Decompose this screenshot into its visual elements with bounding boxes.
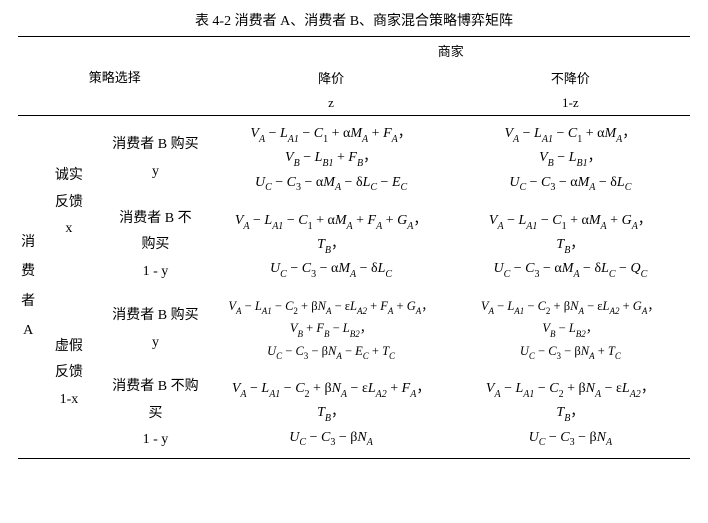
fake-0: 虚假: [38, 334, 99, 361]
cell-00: VA − LA1 − C1 + αMA + FA， VB − LB1 + FB，…: [211, 116, 450, 202]
header-z: z: [211, 91, 450, 116]
header-merchant: 商家: [211, 37, 690, 65]
honest-1: 反馈: [38, 190, 99, 217]
row-fake-buy: 虚假 反馈 1-x 消费者 B 购买 y VA − LA1 − C2 + βNA…: [18, 290, 690, 370]
cell-20: VA − LA1 − C2 + βNA − εLA2 + FA + GA， VB…: [211, 290, 450, 370]
cell-11: VA − LA1 − C1 + αMA + GA， TB， UC − C3 − …: [451, 202, 690, 290]
nb2b: 买: [101, 401, 209, 428]
table-caption: 表 4-2 消费者 A、消费者 B、商家混合策略博弈矩阵: [18, 10, 690, 30]
bbuy-y: y: [101, 159, 209, 186]
strat-fake: 虚假 反馈 1-x: [38, 290, 99, 459]
cell-10: VA − LA1 − C1 + αMA + FA + GA， TB， UC − …: [211, 202, 450, 290]
consumer-a-vert: 消 费 者 A: [18, 116, 38, 459]
fake-1x: 1-x: [38, 387, 99, 414]
row-fake-nobuy: 消费者 B 不购 买 1 - y VA − LA1 − C2 + βNA − ε…: [18, 370, 690, 458]
header-cut: 降价: [211, 64, 450, 91]
nb2a: 消费者 B 不购: [101, 374, 209, 401]
vA1: 费: [21, 257, 35, 286]
honest-x: x: [38, 216, 99, 243]
nb1a: 消费者 B 不: [101, 206, 209, 233]
header-row-1: 策略选择 商家: [18, 37, 690, 65]
bbuy2-l: 消费者 B 购买: [101, 303, 209, 330]
header-nocut: 不降价: [451, 64, 690, 91]
table-container: { "title": "表 4-2 消费者 A、消费者 B、商家混合策略博弈矩阵…: [0, 0, 708, 473]
vA2: 者: [21, 287, 35, 316]
nb2y: 1 - y: [101, 427, 209, 454]
header-1z: 1-z: [451, 91, 690, 116]
payoff-matrix-table: 策略选择 商家 降价 不降价 z 1-z 消 费 者 A 诚实 反馈 x 消费者…: [18, 36, 690, 459]
bbuy2-y: y: [101, 330, 209, 357]
cell-01: VA − LA1 − C1 + αMA， VB − LB1， UC − C3 −…: [451, 116, 690, 202]
b-buy-2: 消费者 B 购买 y: [99, 290, 211, 370]
honest-0: 诚实: [38, 163, 99, 190]
b-buy-1: 消费者 B 购买 y: [99, 116, 211, 202]
nb1b: 购买: [101, 232, 209, 259]
cell-31: VA − LA1 − C2 + βNA − εLA2， TB， UC − C3 …: [451, 370, 690, 458]
nb1y: 1 - y: [101, 259, 209, 286]
fake-1: 反馈: [38, 360, 99, 387]
vA3: A: [23, 316, 33, 345]
b-nobuy-2: 消费者 B 不购 买 1 - y: [99, 370, 211, 458]
cell-21: VA − LA1 − C2 + βNA − εLA2 + GA， VB − LB…: [451, 290, 690, 370]
cell-30: VA − LA1 − C2 + βNA − εLA2 + FA， TB， UC …: [211, 370, 450, 458]
row-honest-nobuy: 消费者 B 不 购买 1 - y VA − LA1 − C1 + αMA + F…: [18, 202, 690, 290]
bbuy-l: 消费者 B 购买: [101, 132, 209, 159]
strat-honest: 诚实 反馈 x: [38, 116, 99, 290]
vA0: 消: [21, 228, 35, 257]
b-nobuy-1: 消费者 B 不 购买 1 - y: [99, 202, 211, 290]
row-honest-buy: 消 费 者 A 诚实 反馈 x 消费者 B 购买 y VA − LA1 − C1…: [18, 116, 690, 202]
header-strategy: 策略选择: [18, 37, 211, 116]
